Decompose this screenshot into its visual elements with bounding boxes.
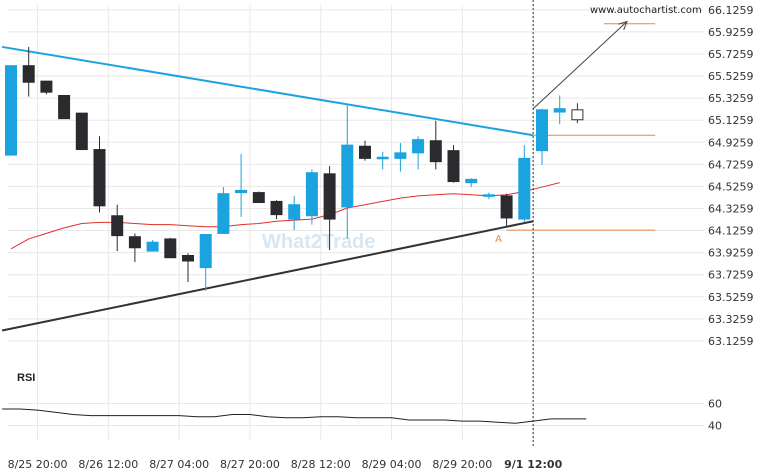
candle-body	[465, 178, 478, 184]
candle-body	[288, 204, 301, 220]
rsi-line	[2, 408, 587, 424]
y-tick-label: 64.5259	[708, 180, 754, 193]
candle-body	[270, 200, 283, 216]
ma-line	[10, 182, 560, 250]
x-tick-label: 8/28 12:00	[291, 458, 351, 471]
rsi-tick-label: 40	[708, 420, 722, 433]
candles	[5, 46, 584, 291]
forecast-arrow	[532, 20, 628, 110]
moving-average	[10, 182, 560, 250]
candle-body	[22, 65, 35, 83]
x-tick-label: 8/27 04:00	[149, 458, 209, 471]
candle-body	[359, 145, 371, 159]
y-tick-label: 63.1259	[708, 335, 754, 348]
x-tick-label: 9/1 12:00	[504, 458, 563, 471]
candle-body	[235, 189, 248, 194]
candle-body	[429, 140, 442, 163]
candle-body	[199, 234, 212, 269]
event-marker: A	[495, 234, 502, 245]
rsi-panel: RSI 60 40	[2, 372, 722, 433]
forecast-arrow-line	[532, 21, 628, 110]
candle-body	[252, 192, 265, 204]
trendlines	[1, 45, 534, 332]
candle-body	[376, 156, 389, 160]
candle-body	[182, 254, 194, 262]
candle-body	[518, 157, 531, 220]
x-tick-label: 8/27 20:00	[220, 458, 280, 471]
y-tick-label: 65.3259	[708, 92, 754, 105]
candle-body	[217, 193, 230, 234]
y-tick-label: 65.5259	[708, 70, 754, 83]
y-tick-label: 63.3259	[708, 313, 754, 326]
y-tick-label: 63.9259	[708, 247, 754, 260]
candle-body	[482, 194, 495, 197]
candle-body	[394, 152, 407, 159]
candle-body	[500, 195, 513, 219]
candle-body	[40, 80, 53, 93]
y-tick-label: 63.5259	[708, 291, 754, 304]
candle-body	[341, 144, 354, 208]
candle-body	[146, 241, 159, 252]
y-tick-label: 65.1259	[708, 114, 754, 127]
y-tick-label: 64.3259	[708, 202, 754, 215]
candle-body	[58, 94, 71, 120]
levels	[506, 0, 656, 448]
y-tick-label: 66.1259	[708, 4, 754, 17]
candle-body	[412, 139, 425, 154]
y-tick-label: 63.7259	[708, 269, 754, 282]
candle-body	[305, 172, 318, 217]
candle-body	[93, 149, 106, 207]
rsi-tick-label: 60	[708, 398, 722, 411]
candle-body	[323, 173, 336, 220]
x-tick-label: 8/29 20:00	[432, 458, 492, 471]
candle-body	[571, 109, 584, 121]
x-axis: 8/25 20:00 8/26 12:00 8/27 04:00 8/27 20:00…	[8, 458, 563, 471]
y-tick-label: 65.9259	[708, 26, 754, 39]
resistance-line	[1, 45, 534, 137]
support-line	[1, 220, 534, 332]
y-axis: 66.1259 65.9259 65.7259 65.5259 65.3259 65.12…	[708, 4, 754, 348]
candle-body	[5, 65, 17, 156]
y-tick-label: 64.1259	[708, 225, 754, 238]
x-tick-label: 8/26 12:00	[78, 458, 138, 471]
candle-body	[164, 238, 177, 259]
y-tick-label: 65.7259	[708, 48, 754, 61]
candle-body	[128, 236, 141, 249]
y-tick-label: 64.9259	[708, 136, 754, 149]
event-marker-label: A	[495, 234, 502, 245]
x-tick-label: 8/29 04:00	[362, 458, 422, 471]
candle-body	[75, 112, 88, 151]
forecast-arrow-head	[618, 20, 628, 31]
candle-body	[553, 108, 566, 113]
y-tick-label: 64.7259	[708, 158, 754, 171]
candle-body	[447, 150, 460, 183]
candle-body	[111, 215, 124, 237]
source-label: www.autochartist.com	[590, 5, 702, 16]
x-tick-label: 8/25 20:00	[8, 458, 68, 471]
rsi-label: RSI	[17, 372, 35, 384]
watermark: What2Trade	[262, 231, 375, 253]
candle-body	[536, 109, 548, 152]
